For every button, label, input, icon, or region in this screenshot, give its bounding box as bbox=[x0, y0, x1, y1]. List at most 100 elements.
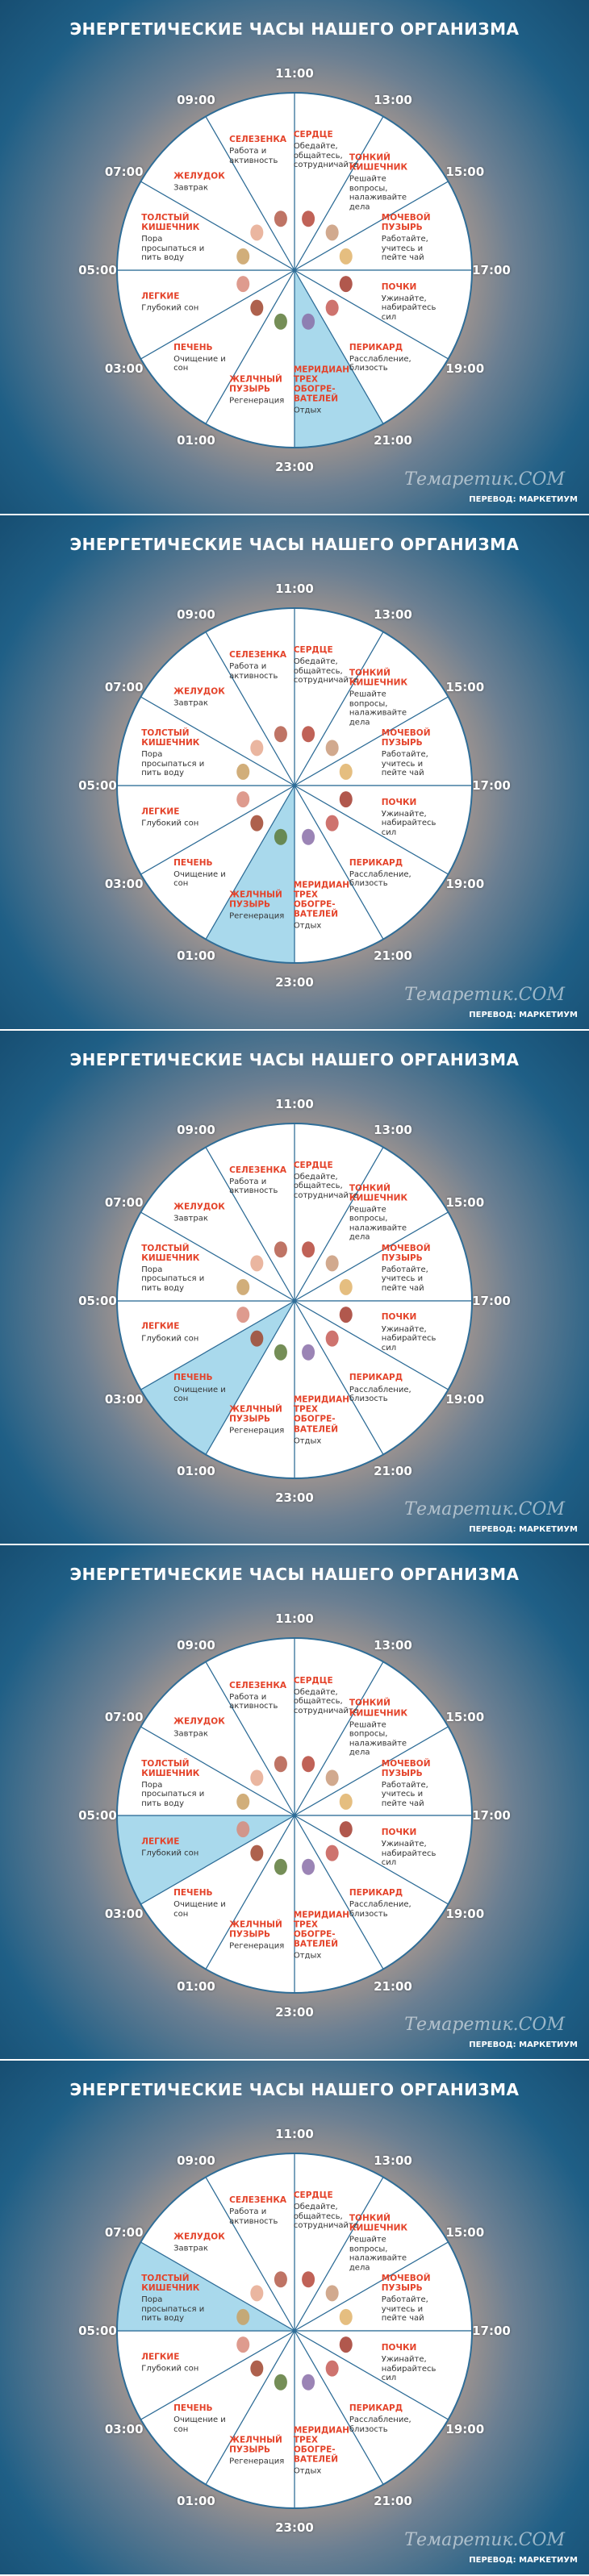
organ-advice: Ужинайте, набирайтесь сил bbox=[381, 294, 437, 323]
sector-label: ТОЛСТЫЙ КИШЕЧНИК Пора просыпаться и пить … bbox=[141, 1759, 207, 1809]
organ-advice: Пора просыпаться и пить воду bbox=[141, 750, 205, 778]
organ-name: ТОЛСТЫЙ КИШЕЧНИК bbox=[141, 1758, 200, 1778]
sector-label: ЖЕЛУДОК Завтрак bbox=[173, 687, 240, 709]
organ-advice: Отдых bbox=[293, 406, 322, 415]
organ-name: ЖЕЛЧНЫЙ ПУЗЫРЬ bbox=[229, 1919, 282, 1940]
organ-name: СЕРДЦЕ bbox=[293, 2190, 333, 2201]
sector-label: ЛЕГКИЕ Глубокий сон bbox=[141, 1837, 207, 1859]
time-label: 17:00 bbox=[472, 1808, 511, 1824]
organ-name: ЖЕЛУДОК bbox=[173, 1717, 225, 1728]
organ-name: ЖЕЛЧНЫЙ ПУЗЫРЬ bbox=[229, 374, 282, 394]
time-label: 13:00 bbox=[374, 2153, 412, 2168]
organ-icon bbox=[339, 2309, 353, 2326]
time-label: 19:00 bbox=[445, 361, 485, 376]
title: ЭНЕРГЕТИЧЕСКИЕ ЧАСЫ НАШЕГО ОРГАНИЗМА bbox=[69, 2080, 520, 2100]
organ-name: МЕРИДИАН ТРЕХ ОБОГРЕ- ВАТЕЛЕЙ bbox=[293, 1394, 350, 1435]
organ-advice: Регенерация bbox=[229, 2457, 285, 2466]
organ-icon bbox=[236, 1821, 250, 1838]
sector-label: СЕЛЕЗЕНКА Работа и активность bbox=[229, 1165, 295, 1196]
organ-name: ПЕЧЕНЬ bbox=[173, 342, 213, 352]
organ-advice: Обедайте, общайтесь, сотрудничайте bbox=[293, 2203, 359, 2231]
organ-advice: Пора просыпаться и пить воду bbox=[141, 2295, 205, 2324]
organ-name: МЕРИДИАН ТРЕХ ОБОГРЕ- ВАТЕЛЕЙ bbox=[293, 880, 350, 919]
time-label: 07:00 bbox=[104, 2225, 144, 2240]
sector-label: ТОЛСТЫЙ КИШЕЧНИК Пора просыпаться и пить … bbox=[141, 1244, 207, 1294]
clock bbox=[116, 606, 473, 964]
organ-name: ЛЕГКИЕ bbox=[141, 807, 180, 817]
organ-icon bbox=[250, 2360, 264, 2377]
organ-name: ПЕРИКАРД bbox=[349, 1888, 403, 1899]
time-label: 07:00 bbox=[104, 1710, 144, 1725]
organ-icon bbox=[325, 740, 339, 757]
organ-name: ПОЧКИ bbox=[381, 797, 417, 807]
time-label: 05:00 bbox=[78, 1808, 117, 1824]
organ-icon bbox=[325, 1845, 339, 1862]
credit: ПЕРЕВОД: МАРКЕТИУМ bbox=[469, 494, 578, 504]
sector-label: ЖЕЛЧНЫЙ ПУЗЫРЬ Регенерация bbox=[229, 374, 295, 406]
time-label: 01:00 bbox=[177, 1463, 215, 1478]
time-label: 03:00 bbox=[104, 1907, 144, 1922]
organ-advice: Решайте вопросы, налаживайте дела bbox=[349, 1205, 407, 1242]
organ-advice: Очищение и сон bbox=[173, 1900, 226, 1919]
time-label: 01:00 bbox=[177, 2494, 215, 2509]
organ-name: ЖЕЛУДОК bbox=[173, 171, 225, 181]
organ-name: ПЕРИКАРД bbox=[349, 342, 403, 352]
credit: ПЕРЕВОД: МАРКЕТИУМ bbox=[469, 1525, 578, 1535]
organ-icon bbox=[339, 1306, 353, 1323]
organ-advice: Расслабление, близость bbox=[349, 354, 411, 373]
organ-advice: Отдых bbox=[293, 2466, 322, 2476]
sector-label: ПЕРИКАРД Расслабление, близость bbox=[349, 2403, 416, 2434]
clock-rim bbox=[116, 1122, 473, 1479]
sector-label: ПОЧКИ Ужинайте, набирайтесь сил bbox=[382, 1828, 448, 1868]
organ-name: МОЧЕВОЙ ПУЗЫРЬ bbox=[381, 728, 431, 748]
sector-label: ТОЛСТЫЙ КИШЕЧНИК Пора просыпаться и пить … bbox=[141, 728, 207, 778]
sector-label: ПЕРИКАРД Расслабление, близость bbox=[349, 858, 416, 889]
organ-advice: Регенерация bbox=[229, 396, 285, 406]
time-label: 19:00 bbox=[445, 1391, 485, 1407]
organ-advice: Расслабление, близость bbox=[349, 1385, 411, 1404]
organ-icon bbox=[236, 1278, 250, 1295]
organ-name: ПЕЧЕНЬ bbox=[173, 1373, 213, 1383]
clock bbox=[116, 1122, 473, 1479]
watermark: Темаретик.COM bbox=[404, 2529, 565, 2550]
organ-name: СЕРДЦЕ bbox=[293, 1161, 333, 1171]
sector-label: МОЧЕВОЙ ПУЗЫРЬ Работайте, учитесь и пейте… bbox=[382, 2274, 448, 2324]
organ-advice: Пора просыпаться и пить воду bbox=[141, 235, 205, 263]
time-label: 07:00 bbox=[104, 165, 144, 179]
time-label: 11:00 bbox=[275, 1611, 314, 1627]
time-label: 09:00 bbox=[177, 607, 215, 623]
organ-icon bbox=[339, 248, 353, 265]
organ-name: ТОЛСТЫЙ КИШЕЧНИК bbox=[141, 728, 200, 748]
time-label: 17:00 bbox=[472, 2324, 511, 2339]
organ-name: ЖЕЛУДОК bbox=[173, 2232, 225, 2242]
organ-advice: Работайте, учитесь и пейте чай bbox=[381, 235, 428, 263]
time-label: 01:00 bbox=[177, 948, 215, 964]
sector-label: ПОЧКИ Ужинайте, набирайтесь сил bbox=[382, 1313, 448, 1353]
time-label: 17:00 bbox=[472, 1293, 511, 1308]
organ-advice: Завтрак bbox=[173, 1729, 208, 1739]
organ-advice: Очищение и сон bbox=[173, 354, 226, 373]
organ-icon bbox=[236, 1794, 250, 1811]
organ-advice: Очищение и сон bbox=[173, 2416, 226, 2434]
organ-name: ТОНКИЙ КИШЕЧНИК bbox=[349, 1698, 408, 1718]
organ-advice: Работа и активность bbox=[229, 2207, 278, 2226]
organ-icon bbox=[302, 1240, 315, 1257]
organ-advice: Пора просыпаться и пить воду bbox=[141, 1265, 205, 1294]
time-label: 15:00 bbox=[445, 2225, 485, 2240]
time-label: 21:00 bbox=[374, 433, 412, 448]
organ-icon bbox=[274, 2271, 287, 2288]
organ-advice: Пора просыпаться и пить воду bbox=[141, 1780, 205, 1808]
organ-advice: Ужинайте, набирайтесь сил bbox=[381, 2355, 437, 2383]
organ-advice: Работайте, учитесь и пейте чай bbox=[381, 750, 428, 778]
organ-name: МОЧЕВОЙ ПУЗЫРЬ bbox=[381, 1243, 431, 1263]
sector-label: ПЕЧЕНЬ Очищение и сон bbox=[173, 858, 240, 889]
time-label: 13:00 bbox=[374, 1123, 412, 1138]
organ-icon bbox=[339, 763, 353, 780]
organ-advice: Обедайте, общайтесь, сотрудничайте bbox=[293, 1173, 359, 1201]
credit: ПЕРЕВОД: МАРКЕТИУМ bbox=[469, 2555, 578, 2565]
sector-label: ПЕЧЕНЬ Очищение и сон bbox=[173, 343, 240, 373]
time-label: 23:00 bbox=[275, 2005, 314, 2020]
panel: СЕРДЦЕ Обедайте, общайтесь, сотрудничайте… bbox=[0, 515, 589, 1031]
organ-advice: Очищение и сон bbox=[173, 1385, 226, 1404]
organ-icon bbox=[274, 1240, 287, 1257]
